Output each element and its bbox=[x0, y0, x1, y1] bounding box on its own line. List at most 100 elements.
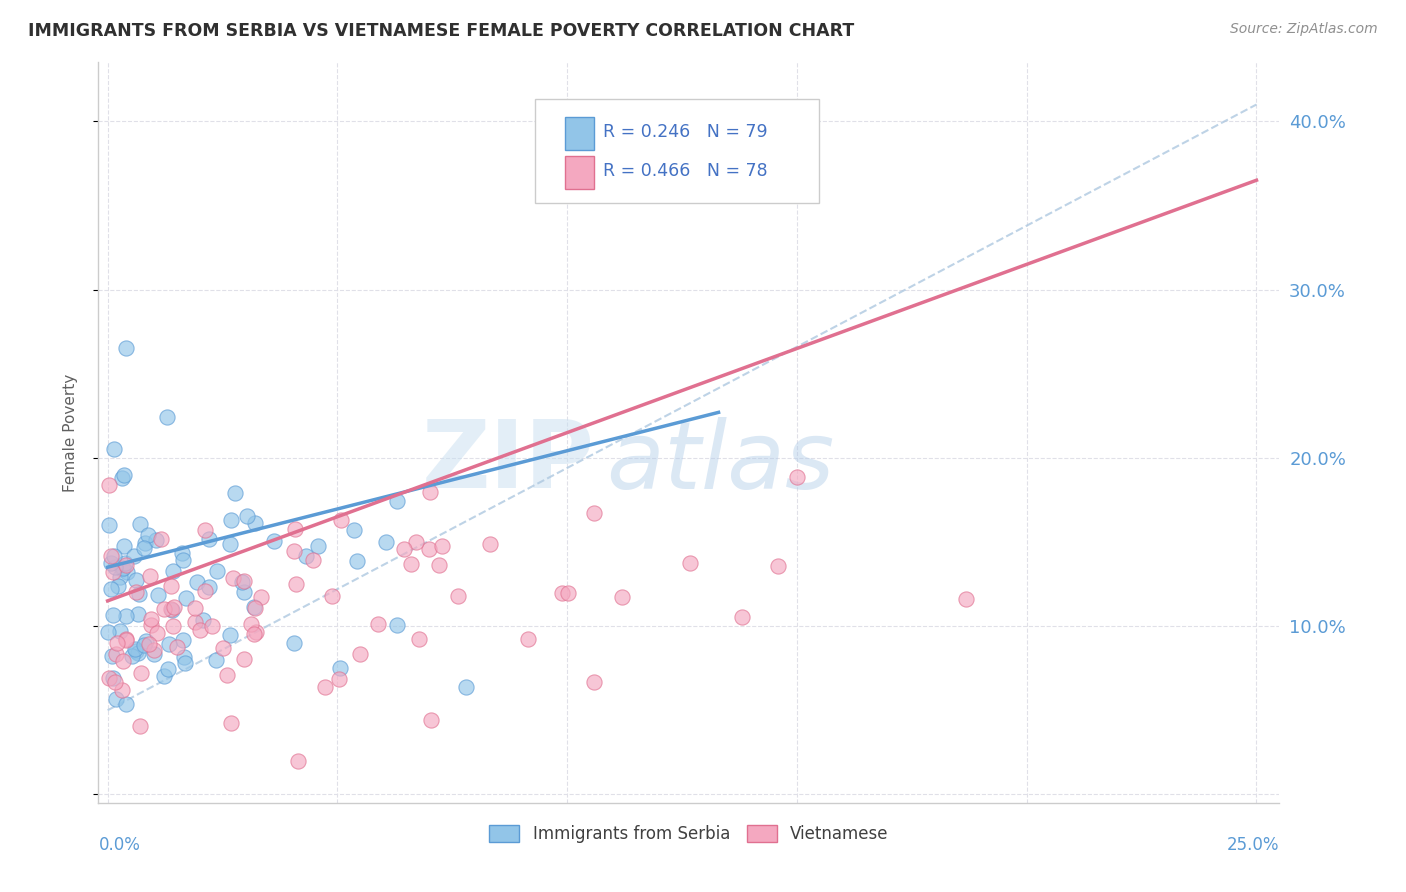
Point bbox=[150, 532, 173, 546]
Point bbox=[157, 637, 180, 651]
Point bbox=[131, 666, 153, 681]
Point bbox=[222, 571, 245, 585]
Point bbox=[612, 590, 634, 604]
Point bbox=[97, 671, 120, 685]
Point bbox=[405, 534, 427, 549]
Legend: Immigrants from Serbia, Vietnamese: Immigrants from Serbia, Vietnamese bbox=[482, 819, 896, 850]
Point bbox=[183, 601, 205, 615]
Text: 25.0%: 25.0% bbox=[1227, 836, 1279, 855]
Point bbox=[104, 674, 127, 689]
Point bbox=[114, 632, 136, 647]
Point bbox=[447, 589, 470, 603]
Point bbox=[233, 652, 256, 666]
Point bbox=[301, 553, 323, 567]
Point bbox=[114, 341, 136, 355]
Point bbox=[329, 513, 352, 527]
Point bbox=[478, 537, 501, 551]
Point bbox=[111, 654, 134, 668]
Point bbox=[143, 647, 166, 661]
Point bbox=[101, 607, 124, 622]
Point bbox=[204, 653, 226, 667]
Point bbox=[114, 556, 136, 570]
Point bbox=[160, 579, 183, 593]
Point bbox=[103, 565, 125, 579]
Text: atlas: atlas bbox=[606, 417, 835, 508]
Point bbox=[284, 522, 307, 536]
Point bbox=[183, 615, 205, 630]
Point bbox=[194, 584, 217, 599]
Point bbox=[240, 616, 263, 631]
Point bbox=[245, 516, 267, 531]
Point bbox=[188, 623, 211, 637]
Point bbox=[103, 442, 125, 457]
Point bbox=[107, 579, 129, 593]
Point bbox=[112, 561, 135, 575]
Point bbox=[112, 539, 135, 553]
FancyBboxPatch shape bbox=[536, 99, 818, 203]
Point bbox=[156, 410, 179, 425]
Point bbox=[97, 478, 120, 492]
Point bbox=[100, 556, 122, 570]
Point bbox=[111, 683, 134, 698]
Point bbox=[172, 553, 194, 567]
Point bbox=[329, 660, 352, 674]
Point bbox=[679, 556, 702, 570]
Point bbox=[557, 586, 579, 600]
Point bbox=[142, 643, 165, 657]
Point bbox=[141, 618, 163, 632]
Point bbox=[308, 539, 330, 553]
Point bbox=[224, 486, 246, 500]
Point bbox=[399, 557, 422, 571]
Point bbox=[127, 646, 149, 660]
Point bbox=[233, 574, 256, 588]
Point bbox=[385, 494, 408, 508]
Point bbox=[392, 542, 415, 557]
Point bbox=[124, 641, 146, 656]
Point bbox=[153, 669, 176, 683]
Point bbox=[551, 586, 574, 600]
Text: R = 0.246   N = 79: R = 0.246 N = 79 bbox=[603, 123, 768, 141]
Point bbox=[219, 537, 242, 551]
Point bbox=[367, 616, 389, 631]
Point bbox=[342, 523, 364, 537]
Point bbox=[115, 609, 138, 624]
Point bbox=[321, 589, 343, 603]
Point bbox=[104, 559, 127, 574]
Point bbox=[456, 680, 478, 694]
Point bbox=[125, 644, 148, 658]
Point bbox=[212, 641, 235, 656]
Point bbox=[115, 698, 138, 712]
Point bbox=[174, 656, 197, 670]
Point bbox=[115, 632, 138, 647]
Point bbox=[105, 647, 128, 661]
Point bbox=[198, 580, 221, 594]
Point bbox=[420, 713, 443, 727]
Text: Source: ZipAtlas.com: Source: ZipAtlas.com bbox=[1230, 22, 1378, 37]
Text: R = 0.466   N = 78: R = 0.466 N = 78 bbox=[603, 161, 768, 180]
Point bbox=[285, 577, 308, 591]
Point bbox=[427, 558, 450, 572]
Point bbox=[121, 648, 143, 663]
Point bbox=[173, 649, 195, 664]
FancyBboxPatch shape bbox=[565, 156, 595, 189]
Point bbox=[283, 636, 305, 650]
Point bbox=[191, 614, 214, 628]
Point bbox=[117, 565, 139, 579]
Point bbox=[387, 618, 409, 632]
Point bbox=[419, 485, 441, 500]
Point bbox=[517, 632, 540, 646]
Point bbox=[127, 607, 149, 621]
Point bbox=[174, 591, 197, 605]
Point bbox=[153, 602, 176, 616]
Point bbox=[97, 624, 120, 639]
Point bbox=[287, 754, 309, 768]
Point bbox=[250, 591, 273, 605]
Point bbox=[233, 585, 256, 599]
Point bbox=[115, 558, 138, 573]
Point bbox=[346, 554, 368, 568]
Point bbox=[100, 549, 122, 563]
Point bbox=[134, 638, 156, 652]
Point bbox=[157, 662, 180, 676]
Y-axis label: Female Poverty: Female Poverty bbox=[63, 374, 77, 491]
Point bbox=[263, 534, 285, 549]
